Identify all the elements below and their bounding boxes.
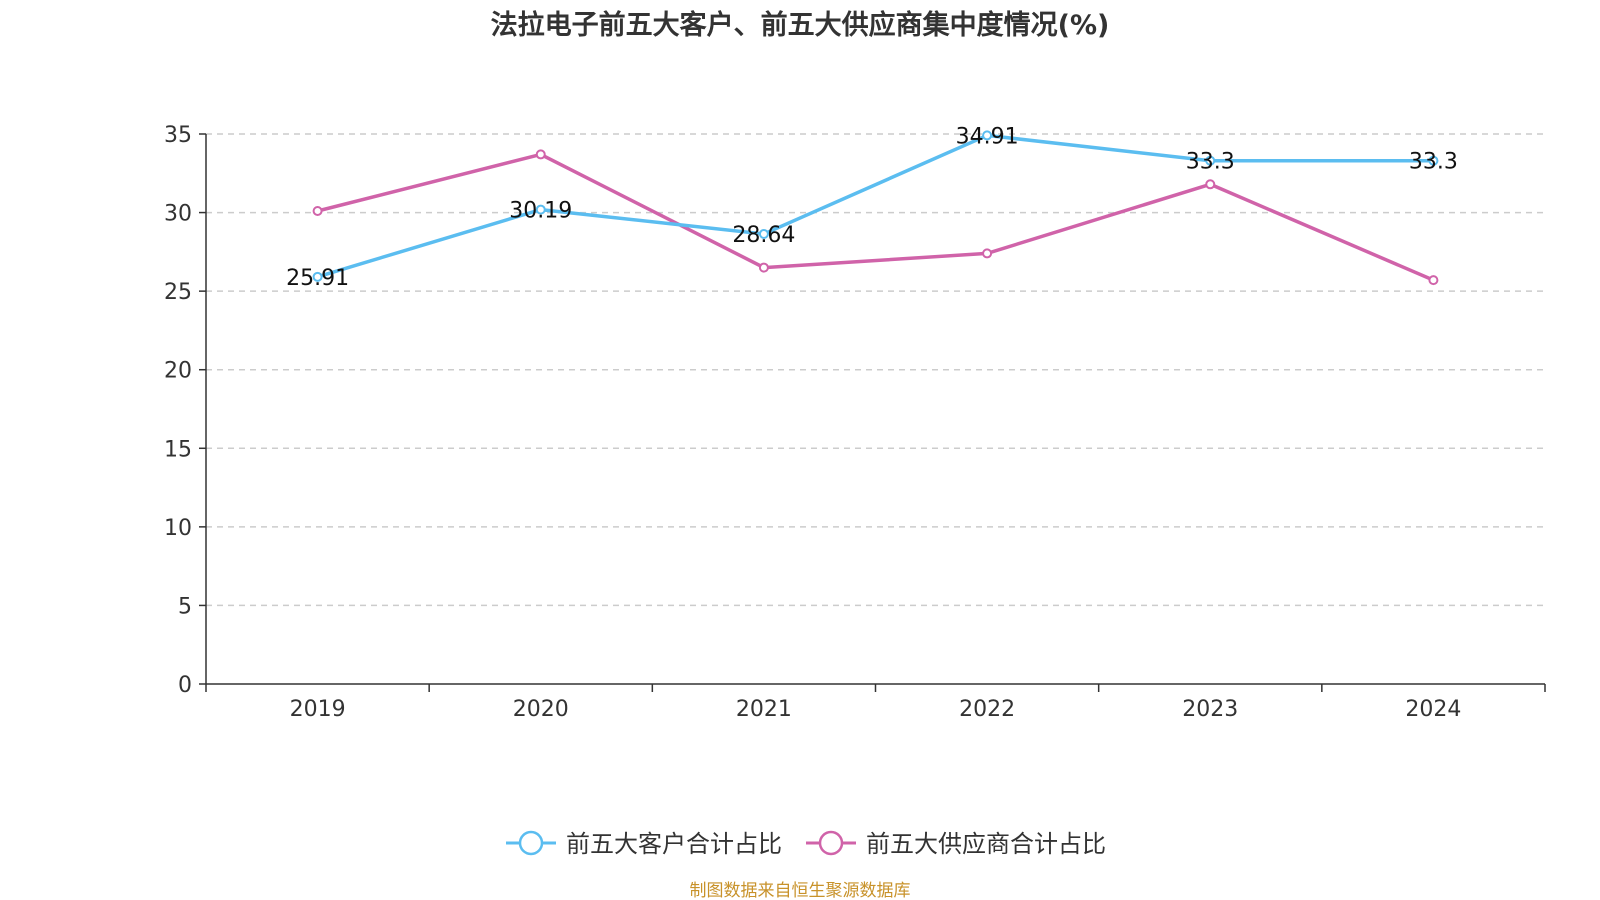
legend-marker [818, 830, 844, 856]
data-point [758, 262, 769, 273]
series-line-0 [317, 133, 1434, 279]
legend-label: 前五大供应商合计占比 [866, 830, 1106, 858]
axes: 0 5 10 15 20 25 30 35 2019 2020 2021 2022 2023 2024 [164, 123, 1546, 722]
legend: 前五大客户合计占比 前五大供应商合计占比 [506, 830, 1106, 858]
data-point [535, 204, 546, 215]
y-tick-label: 25 [164, 280, 192, 305]
data-label: 25.91 [286, 266, 349, 291]
source-note: 制图数据来自恒生聚源数据库 [690, 881, 911, 900]
data-label: 30.19 [509, 199, 572, 224]
legend-item-1[interactable]: 前五大供应商合计占比 [806, 830, 1106, 858]
x-tick-label: 2020 [513, 697, 569, 722]
data-labels: 25.91 30.19 28.64 34.91 33.3 33.3 [286, 124, 1458, 290]
y-tick-label: 30 [164, 202, 192, 227]
grid-lines [206, 133, 1545, 607]
data-point [758, 228, 769, 239]
data-label: 33.3 [1186, 150, 1235, 175]
data-point [1428, 155, 1439, 166]
legend-marker [518, 830, 544, 856]
data-label: 28.64 [732, 223, 795, 248]
chart-title: 法拉电子前五大客户、前五大供应商集中度情况(%) [491, 9, 1110, 41]
data-point [312, 271, 323, 282]
y-tick-label: 15 [164, 437, 192, 462]
x-tick-label: 2023 [1182, 697, 1238, 722]
data-point [982, 130, 993, 141]
data-point [1205, 179, 1216, 190]
data-point [982, 248, 993, 259]
legend-item-0[interactable]: 前五大客户合计占比 [506, 830, 782, 858]
x-tick-label: 2021 [736, 697, 792, 722]
data-point [1428, 275, 1439, 286]
series-line-1 [317, 152, 1435, 282]
y-tick-label: 5 [178, 594, 192, 619]
y-tick-label: 35 [164, 123, 192, 148]
y-tick-label: 0 [178, 673, 192, 698]
legend-label: 前五大客户合计占比 [566, 830, 782, 858]
series-lines [312, 130, 1439, 286]
data-label: 33.3 [1409, 150, 1458, 175]
x-tick-label: 2022 [959, 697, 1015, 722]
y-tick-label: 20 [164, 359, 192, 384]
y-tick-label: 10 [164, 516, 192, 541]
data-point [1205, 155, 1216, 166]
x-tick-label: 2019 [290, 697, 346, 722]
data-label: 34.91 [956, 124, 1019, 149]
data-point [312, 206, 323, 216]
data-point [535, 149, 546, 160]
x-tick-label: 2024 [1405, 697, 1461, 722]
